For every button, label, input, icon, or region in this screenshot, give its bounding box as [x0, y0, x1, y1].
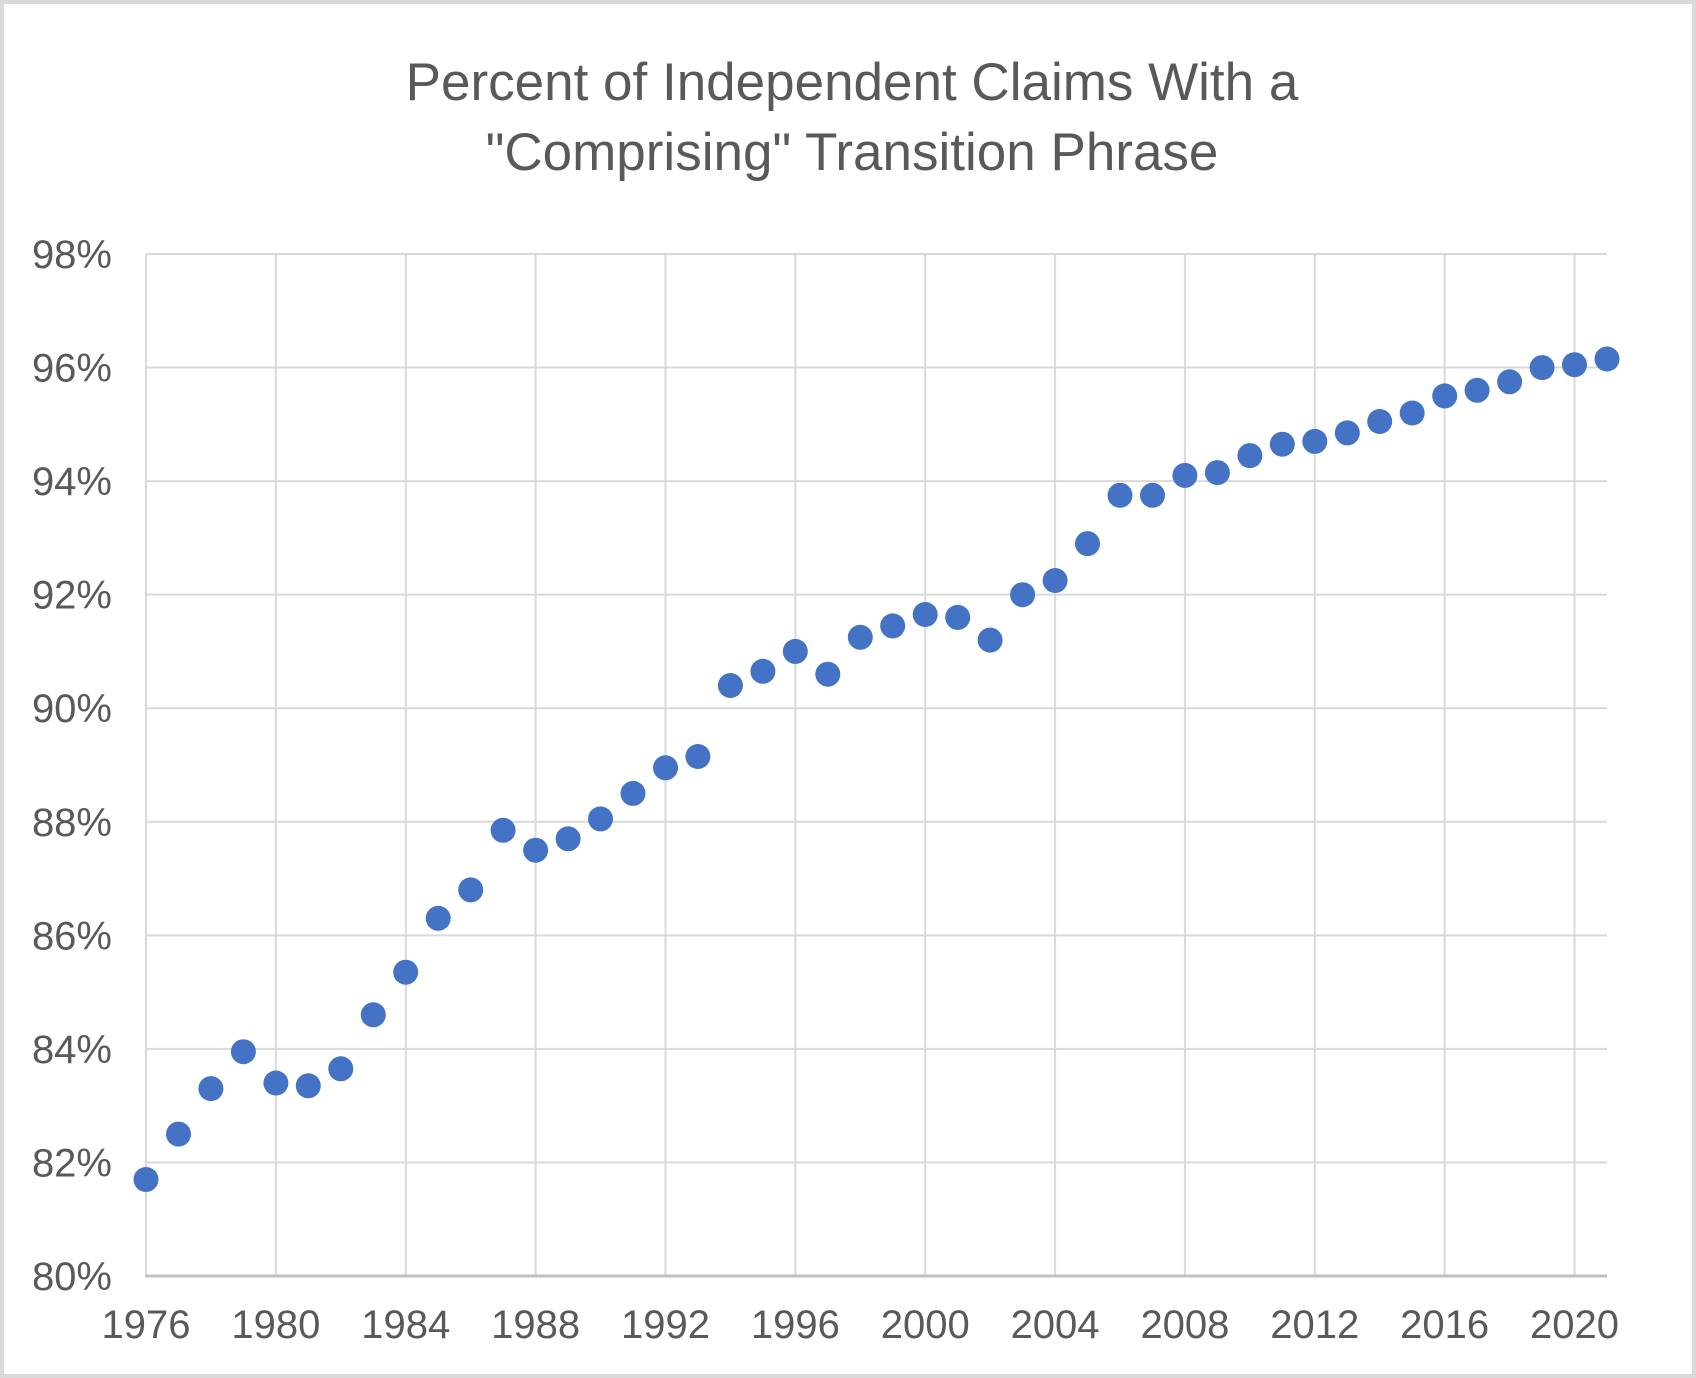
y-axis-tick-label: 90% [32, 687, 112, 731]
data-point [1497, 369, 1523, 395]
data-point [685, 744, 711, 769]
data-point [815, 661, 841, 687]
y-axis-tick-label: 92% [32, 574, 112, 618]
data-point [1529, 355, 1555, 381]
y-axis-tick-label: 88% [32, 801, 112, 845]
data-point [1464, 377, 1490, 403]
data-point [653, 755, 678, 781]
y-axis-tick-label: 80% [32, 1255, 112, 1299]
y-axis-tick-label: 82% [32, 1141, 112, 1185]
data-point [977, 627, 1003, 653]
data-point [1140, 482, 1165, 508]
data-point [1172, 462, 1198, 488]
data-point [1269, 431, 1295, 457]
data-point [1562, 352, 1587, 378]
x-axis-tick-label: 2000 [881, 1303, 970, 1347]
y-axis-tick-label: 94% [32, 460, 112, 504]
x-axis-tick-label: 1988 [491, 1303, 580, 1347]
data-point [133, 1167, 159, 1192]
chart-title-line-2: "Comprising" Transition Phrase [485, 123, 1219, 182]
x-axis-tick-label: 2016 [1400, 1303, 1489, 1347]
chart-title-line-1: Percent of Independent Claims With a [405, 53, 1299, 112]
data-point [620, 780, 646, 806]
data-point [1594, 346, 1620, 372]
x-axis-tick-label: 2020 [1530, 1303, 1619, 1347]
y-axis-tick-label: 84% [32, 1028, 112, 1072]
data-point [198, 1076, 224, 1102]
data-point [1334, 420, 1360, 446]
data-point [1432, 383, 1458, 409]
data-point [912, 602, 938, 627]
data-point [717, 673, 743, 698]
data-point [1302, 428, 1328, 454]
data-point [1010, 582, 1036, 608]
data-point [425, 905, 451, 931]
y-axis-tick-label: 96% [32, 347, 112, 391]
data-point [1107, 482, 1133, 508]
x-axis-tick-label: 1992 [621, 1303, 710, 1347]
data-point [1042, 568, 1068, 593]
scatter-plot: 98% 96% 94% 92% 90% 88% 86% 84% 82% 80%1976 1980 19… [32, 233, 1620, 1347]
data-point [490, 817, 516, 843]
data-point [555, 826, 581, 852]
data-point [458, 877, 484, 903]
x-axis-tick-label: 2004 [1011, 1303, 1100, 1347]
data-point [263, 1070, 289, 1096]
data-point [360, 1002, 386, 1028]
y-axis-tick-label: 98% [32, 233, 112, 277]
data-point [1367, 409, 1393, 434]
chart-title: Percent of Independent Claims With a "Co… [4, 48, 1692, 188]
x-axis-tick-label: 1980 [231, 1303, 320, 1347]
data-point [295, 1073, 321, 1099]
data-point [328, 1056, 354, 1082]
data-point [393, 959, 419, 985]
x-axis-tick-label: 2012 [1270, 1303, 1359, 1347]
data-point [1399, 400, 1425, 426]
data-point [880, 613, 906, 639]
data-point [523, 837, 549, 863]
y-axis-tick-label: 86% [32, 914, 112, 958]
data-point [847, 624, 873, 650]
data-point [230, 1039, 256, 1065]
data-point [782, 638, 808, 664]
data-point [1204, 460, 1230, 486]
data-point [945, 604, 971, 630]
data-point [588, 806, 613, 832]
data-point [750, 658, 776, 684]
x-axis-tick-label: 2008 [1140, 1303, 1229, 1347]
data-point [166, 1121, 191, 1147]
x-axis-tick-label: 1976 [102, 1303, 191, 1347]
data-point [1237, 443, 1263, 469]
x-axis-tick-label: 1996 [751, 1303, 840, 1347]
x-axis-tick-label: 1984 [361, 1303, 450, 1347]
data-point [1075, 531, 1100, 557]
